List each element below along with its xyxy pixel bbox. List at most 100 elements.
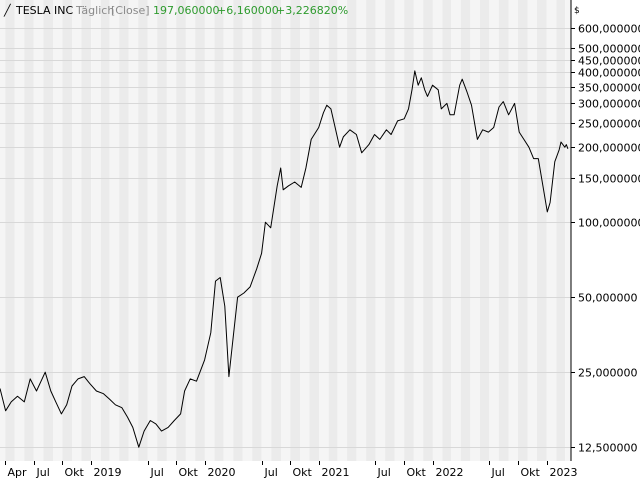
month-band	[527, 0, 538, 461]
month-band	[223, 0, 234, 461]
x-tick-label: 2020	[208, 466, 236, 479]
month-band	[242, 0, 253, 461]
month-band	[375, 0, 386, 461]
month-band	[233, 0, 243, 461]
month-band	[290, 0, 301, 461]
month-band	[91, 0, 101, 461]
x-tick-label: Jul	[491, 466, 505, 479]
y-tick-label: 400,000000	[578, 67, 640, 80]
last-price: 197,060000	[153, 4, 219, 17]
chart-header: ╱ TESLA INC Täglich [Close] 197,060000 +…	[3, 3, 580, 17]
month-band	[261, 0, 272, 461]
x-tick-label: Jul	[36, 466, 50, 479]
y-tick-label: 450,000000	[578, 55, 640, 68]
x-tick-label: Jul	[264, 466, 278, 479]
month-band	[385, 0, 395, 461]
month-band	[119, 0, 129, 461]
month-band	[62, 0, 73, 461]
x-tick-label: Okt	[179, 466, 199, 479]
month-band	[252, 0, 262, 461]
month-band	[53, 0, 63, 461]
month-band	[479, 0, 490, 461]
month-band	[498, 0, 509, 461]
price-change: +6,160000	[217, 4, 279, 17]
x-tick-label: Okt	[521, 466, 541, 479]
month-band	[72, 0, 82, 461]
month-band	[347, 0, 357, 461]
month-band	[43, 0, 54, 461]
y-tick-label: 150,000000	[578, 173, 640, 186]
month-band	[328, 0, 338, 461]
price-mode-label: [Close]	[111, 4, 150, 17]
month-band	[14, 0, 25, 461]
month-band	[128, 0, 139, 461]
month-band	[176, 0, 186, 461]
x-tick-label: Apr	[8, 466, 28, 479]
month-band	[138, 0, 148, 461]
y-tick-label: 500,000000	[578, 43, 640, 56]
month-band	[33, 0, 44, 461]
month-band	[565, 0, 571, 461]
price-line	[0, 70, 569, 448]
month-band	[147, 0, 158, 461]
month-band	[413, 0, 424, 461]
y-tick-label: 25,000000	[578, 367, 638, 380]
month-band	[366, 0, 376, 461]
month-band	[166, 0, 177, 461]
x-tick-label: Jul	[377, 466, 391, 479]
month-band	[537, 0, 547, 461]
month-band	[195, 0, 205, 461]
month-bands	[0, 0, 571, 461]
month-band	[214, 0, 224, 461]
x-axis-ticks: Apr Jul Okt 2019 Jul Okt 2020 Jul Okt 2021 Jul Okt 2…	[5, 461, 578, 479]
month-band	[356, 0, 367, 461]
month-band	[204, 0, 215, 461]
month-band	[319, 0, 329, 461]
price-series	[0, 70, 569, 448]
interval-label: Täglich	[75, 4, 114, 17]
month-band	[460, 0, 471, 461]
x-tick-label: 2023	[550, 466, 578, 479]
month-band	[81, 0, 92, 461]
x-tick-label: Okt	[293, 466, 313, 479]
month-band	[337, 0, 348, 461]
x-tick-label: Okt	[65, 466, 85, 479]
price-change-percent: +3,226820%	[276, 4, 348, 17]
month-band	[442, 0, 452, 461]
month-band	[157, 0, 167, 461]
y-tick-label: 600,000000	[578, 23, 640, 36]
month-band	[271, 0, 281, 461]
month-band	[394, 0, 405, 461]
y-tick-label: 50,000000	[578, 292, 638, 305]
month-band	[185, 0, 196, 461]
month-band	[280, 0, 291, 461]
month-band	[109, 0, 120, 461]
y-tick-label: 100,000000	[578, 217, 640, 230]
month-band	[404, 0, 414, 461]
x-tick-label: 2022	[436, 466, 464, 479]
month-band	[432, 0, 443, 461]
month-band	[423, 0, 433, 461]
x-tick-label: Jul	[150, 466, 164, 479]
y-tick-label: 12,500000	[578, 442, 638, 455]
month-band	[470, 0, 480, 461]
instrument-name: TESLA INC	[15, 4, 74, 17]
month-band	[24, 0, 34, 461]
month-band	[508, 0, 518, 461]
month-band	[556, 0, 566, 461]
month-band	[309, 0, 320, 461]
y-axis-ticks: 600,000000 500,000000450,000000400,000000…	[571, 23, 640, 455]
y-tick-label: 300,000000	[578, 98, 640, 111]
month-band	[451, 0, 461, 461]
month-band	[489, 0, 499, 461]
x-tick-label: 2021	[322, 466, 350, 479]
y-tick-label: 200,000000	[578, 142, 640, 155]
x-tick-label: Okt	[407, 466, 427, 479]
x-tick-label: 2019	[94, 466, 122, 479]
y-tick-label: 350,000000	[578, 82, 640, 95]
line-chart-icon: ╱	[3, 3, 12, 17]
month-band	[5, 0, 15, 461]
month-band	[0, 0, 6, 461]
